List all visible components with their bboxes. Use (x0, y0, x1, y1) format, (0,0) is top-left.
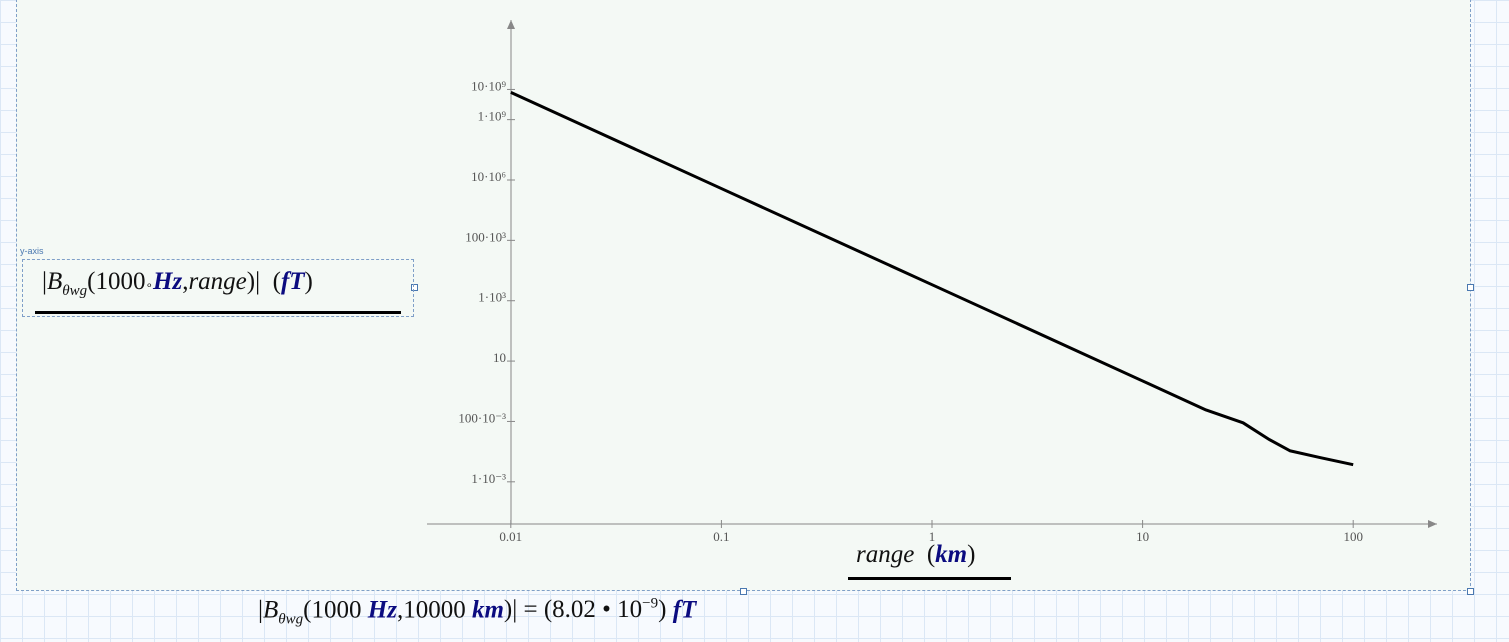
y-tick-label: 10·10⁶ (471, 169, 506, 184)
unit: fT (280, 268, 305, 295)
handle[interactable] (1467, 284, 1474, 291)
x-tick-label: 0.1 (713, 529, 729, 544)
arrow (507, 20, 515, 29)
underline (848, 577, 1011, 580)
underline (35, 311, 401, 314)
axis-tag: y-axis (20, 246, 44, 256)
unit: fT (672, 596, 697, 624)
y-tick-label: 1·10³ (478, 290, 506, 305)
data-line (510, 91, 1354, 467)
x-tick-label: 0.01 (499, 529, 522, 544)
plot-region (16, 0, 1471, 591)
unit: km (471, 596, 504, 624)
y-tick-label: 100·10⁻³ (458, 410, 506, 425)
unit: Hz (367, 596, 397, 624)
subscript: θwg (278, 611, 304, 628)
base: 10 (617, 596, 643, 624)
mantissa: 8.02 (552, 596, 596, 624)
y-tick-label: 10 (493, 350, 506, 365)
handle[interactable] (411, 284, 418, 291)
y-tick-label: 1·10⁹ (478, 109, 507, 124)
result-equation: |Bθwg(1000 Hz,10000 km)| = (8.02 • 10−9)… (258, 596, 697, 628)
handle[interactable] (1467, 588, 1474, 595)
variable: range (856, 541, 915, 568)
variable: range (188, 268, 247, 295)
distance: 10000 (403, 596, 466, 624)
argument: 1000 (95, 268, 146, 295)
subscript: θwg (62, 283, 88, 299)
x-axis-label: range (km) (856, 541, 976, 568)
y-axis-label: |Bθwg(1000∘Hz,range)| (fT) (42, 268, 313, 299)
exponent: −9 (642, 596, 659, 612)
y-tick-label: 10·10⁹ (471, 78, 506, 93)
x-tick-label: 10 (1136, 529, 1149, 544)
y-tick-label: 1·10⁻³ (471, 471, 506, 486)
label-box[interactable] (22, 259, 414, 317)
x-tick-label: 100 (1343, 529, 1363, 544)
x-tick-label: 1 (929, 529, 936, 544)
arrow (1428, 520, 1437, 528)
symbol: B (263, 596, 279, 624)
unit: km (935, 541, 968, 568)
frequency: 1000 (311, 596, 362, 624)
y-tick-label: 100·10³ (465, 229, 506, 244)
handle[interactable] (740, 588, 747, 595)
symbol: B (47, 268, 63, 295)
unit: Hz (153, 268, 183, 295)
